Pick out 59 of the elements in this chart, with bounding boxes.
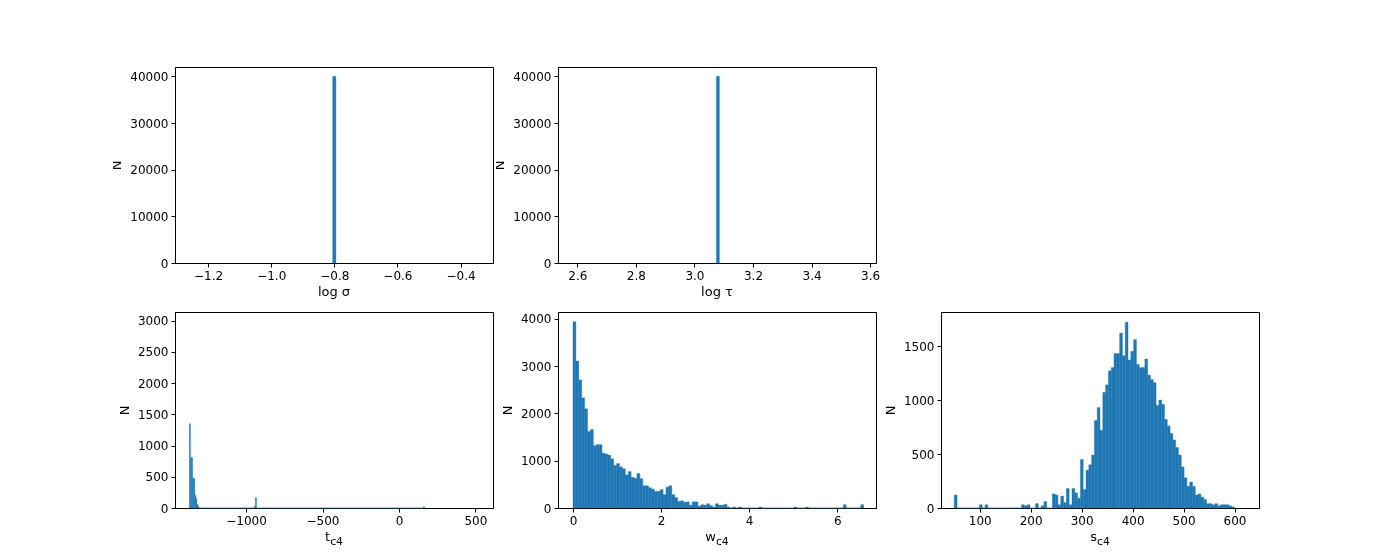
y-tick-label: 500	[145, 470, 169, 485]
y-tick-label: 4000	[520, 312, 552, 327]
x-tick-label: 2.6	[568, 268, 588, 283]
x-tick-label: 500	[1172, 513, 1196, 528]
y-axis-title: N	[882, 405, 898, 416]
y-tick-label: 1000	[137, 439, 169, 454]
x-tick-label: 3.6	[861, 268, 881, 283]
x-tick-label: 200	[1019, 513, 1043, 528]
x-axis-title: t$_{c4}$	[324, 529, 344, 549]
x-tick-label: −0.8	[320, 268, 350, 283]
y-tick-label: 0	[926, 501, 935, 516]
x-tick-label: 100	[968, 513, 992, 528]
y-tick-label: 1500	[903, 339, 935, 354]
x-tick-label: 3.0	[685, 268, 705, 283]
x-tick-label: −0.6	[383, 268, 413, 283]
x-tick-label: −1.2	[194, 268, 224, 283]
x-tick-label: 500	[464, 513, 488, 528]
x-tick-label: −1000	[226, 513, 267, 528]
y-tick-label: 1500	[137, 407, 169, 422]
y-tick-label: 2500	[137, 345, 169, 360]
y-tick-label: 40000	[130, 69, 169, 84]
x-axis-title: log τ	[700, 284, 734, 299]
x-tick-label: 300	[1070, 513, 1094, 528]
x-tick-label: 400	[1121, 513, 1145, 528]
x-tick-label: 3.4	[802, 268, 822, 283]
y-tick-label: 1000	[903, 393, 935, 408]
y-tick-label: 0	[543, 501, 552, 516]
y-axis-title: N	[499, 405, 515, 416]
y-tick-label: 0	[160, 256, 169, 271]
x-tick-label: −1.0	[257, 268, 287, 283]
y-tick-label: 2000	[137, 376, 169, 391]
y-tick-label: 2000	[520, 407, 552, 421]
y-tick-label: 20000	[513, 163, 552, 178]
y-axis-title: N	[116, 405, 132, 416]
y-tick-label: 10000	[513, 209, 552, 224]
x-tick-label: 6	[833, 513, 842, 528]
y-tick-label: 10000	[130, 209, 169, 224]
y-tick-label: 30000	[130, 116, 169, 131]
y-tick-label: 3000	[520, 359, 552, 374]
y-tick-label: 0	[160, 501, 169, 516]
x-tick-label: 600	[1223, 513, 1247, 528]
y-tick-label: 500	[911, 447, 935, 462]
x-axis-title: w$_{c4}$	[704, 529, 730, 549]
x-axis-title: s$_{c4}$	[1089, 529, 1111, 549]
y-tick-label: 1000	[520, 454, 552, 469]
x-tick-label: 0	[569, 513, 578, 528]
x-tick-label: −500	[306, 513, 340, 528]
y-tick-label: 20000	[130, 163, 169, 178]
x-tick-label: 4	[745, 513, 754, 528]
x-tick-label: −0.4	[446, 268, 476, 283]
y-tick-label: 0	[543, 256, 552, 271]
x-tick-label: 3.2	[743, 268, 764, 283]
x-axis-title: log σ	[316, 284, 352, 299]
x-tick-label: 2.8	[626, 268, 646, 283]
y-tick-label: 30000	[513, 116, 552, 131]
y-tick-label: 3000	[137, 314, 169, 329]
y-tick-label: 40000	[513, 69, 552, 84]
x-tick-label: 0	[395, 513, 404, 528]
x-tick-label: 2	[657, 513, 666, 528]
